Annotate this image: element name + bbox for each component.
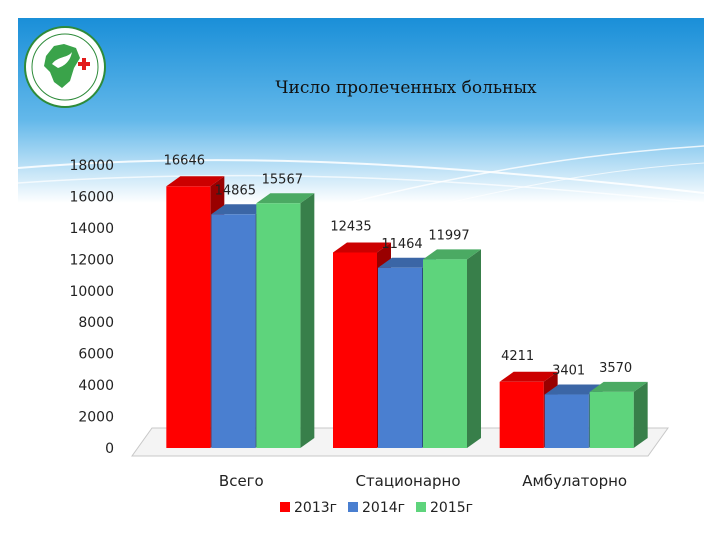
legend-swatch [280, 502, 290, 512]
data-label: 16646 [164, 153, 205, 168]
bar-top [423, 249, 481, 260]
legend-label: 2015г [430, 500, 473, 516]
legend-label: 2013г [294, 500, 337, 516]
bar [544, 394, 589, 448]
data-label: 15567 [262, 172, 303, 187]
bar [378, 267, 422, 448]
y-tick-label: 18000 [69, 158, 114, 174]
y-tick-label: 14000 [69, 221, 114, 237]
legend-label: 2014г [362, 500, 405, 516]
bar [256, 203, 301, 448]
category-label: Всего [219, 472, 264, 490]
bar-top [378, 257, 436, 268]
data-label: 11464 [381, 237, 422, 252]
bar-top [256, 193, 315, 204]
y-tick-label: 10000 [69, 284, 114, 300]
y-tick-label: 8000 [78, 315, 114, 331]
bar [589, 391, 634, 448]
bar-top [544, 384, 603, 395]
bar-top [211, 204, 270, 215]
header-band: Число пролеченных больных [18, 18, 704, 203]
data-label: 14865 [215, 183, 256, 198]
bar-top [589, 381, 648, 392]
y-tick-label: 0 [105, 441, 114, 457]
y-tick-label: 6000 [78, 347, 114, 363]
y-tick-label: 12000 [69, 252, 114, 268]
header-background [18, 18, 704, 203]
y-tick-label: 16000 [69, 189, 114, 205]
category-label: Стационарно [355, 472, 460, 490]
bar-top [499, 371, 558, 382]
data-label: 3401 [552, 364, 585, 379]
bar [333, 252, 377, 448]
bar-side [633, 381, 648, 448]
bar-side [300, 193, 315, 448]
bar [423, 259, 467, 448]
y-tick-label: 4000 [78, 378, 114, 394]
bar [211, 214, 256, 448]
category-label: Амбулаторно [522, 472, 627, 490]
dove-on-map-with-red-cross-emblem-icon [24, 26, 106, 108]
legend-swatch [348, 502, 358, 512]
bar [166, 186, 211, 448]
slide-title: Число пролеченных больных [275, 78, 537, 98]
data-label: 12435 [330, 219, 371, 234]
data-label: 3570 [599, 361, 632, 376]
data-label: 4211 [501, 349, 534, 364]
bar [499, 381, 544, 448]
bar-side [467, 249, 481, 448]
legend-swatch [416, 502, 426, 512]
data-label: 11997 [428, 228, 469, 243]
y-tick-label: 2000 [78, 410, 114, 426]
bar-top [333, 242, 391, 253]
bar-top [166, 176, 225, 187]
